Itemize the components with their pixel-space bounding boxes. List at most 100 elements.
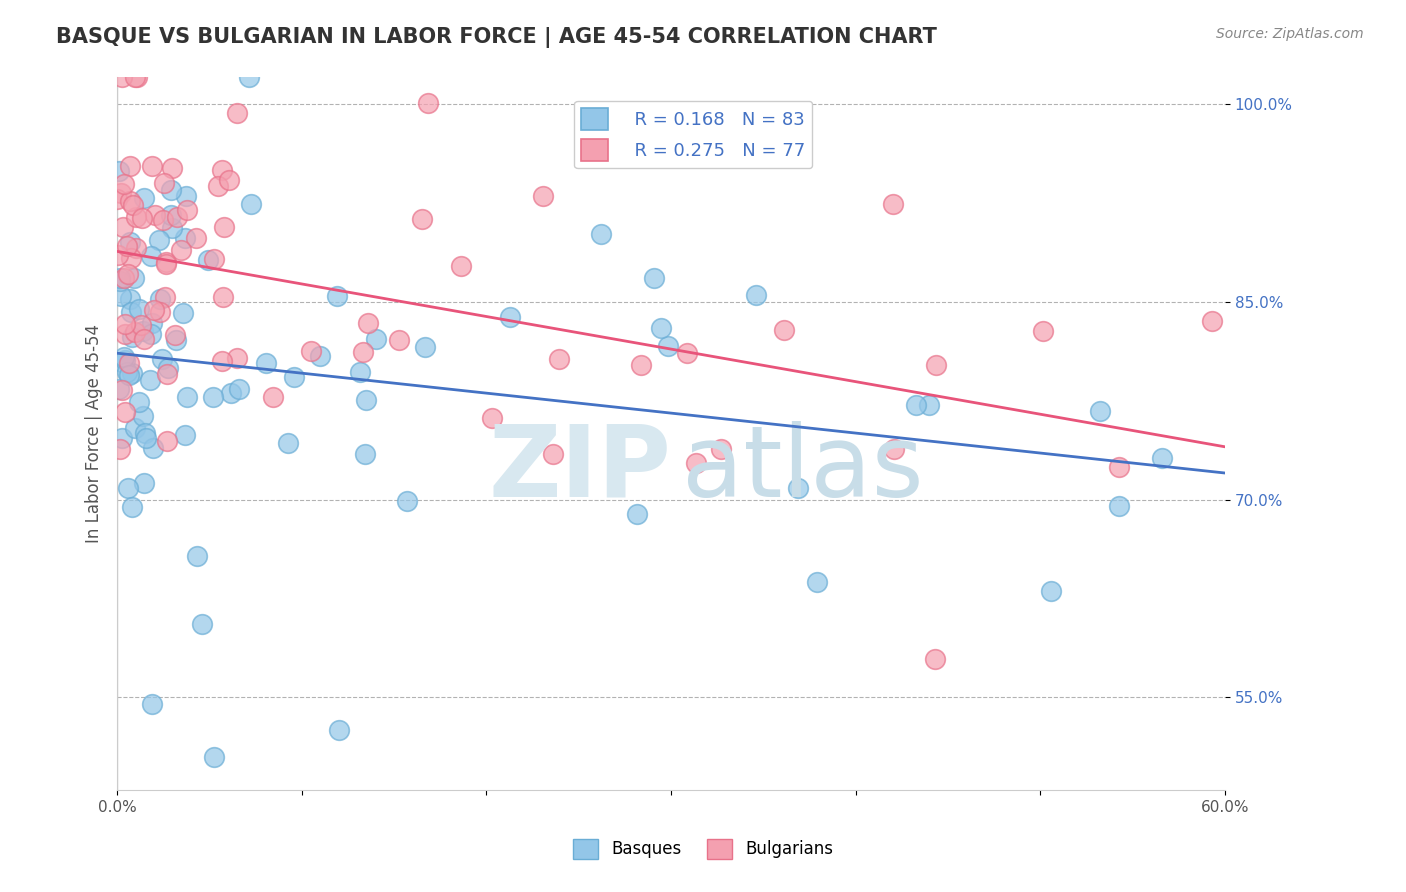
- Point: [134, 425, 156, 440]
- Point: [166, 210, 188, 224]
- Text: ZIP: ZIP: [488, 421, 671, 517]
- Point: [125, 242, 148, 256]
- Point: [254, 356, 277, 370]
- Point: [450, 259, 472, 273]
- Point: [108, 382, 131, 396]
- Point: [226, 106, 249, 120]
- Point: [201, 390, 224, 404]
- Point: [155, 257, 177, 271]
- Point: [141, 697, 163, 711]
- Point: [356, 316, 378, 330]
- Point: [111, 220, 134, 235]
- Point: [174, 230, 197, 244]
- Point: [207, 179, 229, 194]
- Point: [114, 317, 136, 331]
- Point: [111, 70, 134, 85]
- Point: [239, 196, 262, 211]
- Point: [710, 442, 733, 457]
- Point: [160, 183, 183, 197]
- Point: [114, 327, 136, 342]
- Point: [153, 176, 176, 190]
- Point: [211, 354, 233, 368]
- Point: [110, 186, 132, 200]
- Point: [150, 351, 173, 366]
- Text: atlas: atlas: [682, 421, 924, 517]
- Text: Source: ZipAtlas.com: Source: ZipAtlas.com: [1216, 27, 1364, 41]
- Point: [918, 398, 941, 412]
- Point: [218, 173, 240, 187]
- Point: [169, 243, 191, 257]
- Point: [117, 239, 139, 253]
- Point: [111, 383, 134, 397]
- Point: [141, 326, 163, 341]
- Point: [174, 188, 197, 202]
- Point: [153, 290, 176, 304]
- Point: [128, 394, 150, 409]
- Point: [883, 442, 905, 457]
- Point: [129, 318, 152, 332]
- Point: [112, 178, 135, 192]
- Point: [643, 271, 665, 285]
- Point: [124, 70, 146, 85]
- Point: [499, 310, 522, 324]
- Point: [657, 338, 679, 352]
- Point: [110, 288, 132, 302]
- Point: [132, 475, 155, 490]
- Point: [132, 191, 155, 205]
- Point: [364, 332, 387, 346]
- Y-axis label: In Labor Force | Age 45-54: In Labor Force | Age 45-54: [86, 324, 103, 543]
- Text: BASQUE VS BULGARIAN IN LABOR FORCE | AGE 45-54 CORRELATION CHART: BASQUE VS BULGARIAN IN LABOR FORCE | AGE…: [56, 27, 938, 48]
- Point: [160, 161, 183, 175]
- Point: [1201, 314, 1223, 328]
- Point: [121, 330, 143, 344]
- Point: [176, 390, 198, 404]
- Point: [1032, 325, 1054, 339]
- Point: [108, 274, 131, 288]
- Point: [124, 325, 146, 339]
- Point: [238, 70, 260, 85]
- Point: [411, 211, 433, 226]
- Point: [786, 481, 808, 495]
- Point: [531, 189, 554, 203]
- Point: [134, 332, 156, 346]
- Point: [413, 340, 436, 354]
- Point: [197, 253, 219, 268]
- Point: [118, 368, 141, 382]
- Point: [806, 575, 828, 590]
- Point: [141, 317, 163, 331]
- Point: [328, 723, 350, 738]
- Point: [156, 434, 179, 448]
- Point: [630, 358, 652, 372]
- Point: [299, 343, 322, 358]
- Point: [204, 749, 226, 764]
- Point: [135, 431, 157, 445]
- Point: [225, 351, 247, 365]
- Point: [211, 162, 233, 177]
- Point: [388, 333, 411, 347]
- Point: [149, 305, 172, 319]
- Point: [176, 203, 198, 218]
- Point: [121, 500, 143, 515]
- Point: [165, 334, 187, 348]
- Point: [676, 346, 699, 360]
- Point: [262, 390, 284, 404]
- Point: [626, 507, 648, 521]
- Legend: Basques, Bulgarians: Basques, Bulgarians: [567, 832, 839, 866]
- Point: [277, 436, 299, 450]
- Point: [160, 220, 183, 235]
- Point: [283, 370, 305, 384]
- Point: [172, 306, 194, 320]
- Point: [326, 289, 349, 303]
- Point: [308, 349, 330, 363]
- Point: [152, 213, 174, 227]
- Point: [548, 352, 571, 367]
- Point: [228, 382, 250, 396]
- Point: [139, 373, 162, 387]
- Point: [115, 365, 138, 379]
- Point: [120, 305, 142, 319]
- Point: [111, 354, 134, 368]
- Point: [882, 196, 904, 211]
- Point: [148, 233, 170, 247]
- Point: [1040, 584, 1063, 599]
- Point: [773, 322, 796, 336]
